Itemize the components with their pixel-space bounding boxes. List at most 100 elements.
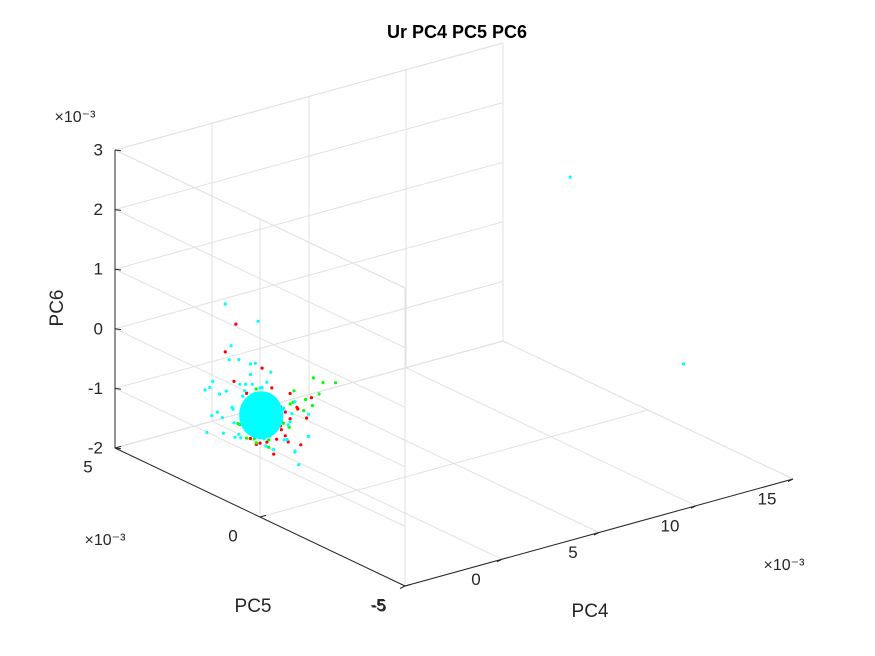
data-point-series-0 <box>245 391 249 395</box>
data-point-series-1 <box>310 404 314 408</box>
side-gridline-z <box>114 268 406 408</box>
data-point-series-2 <box>211 379 215 383</box>
data-point-series-2 <box>290 412 294 416</box>
data-point-series-0 <box>299 443 303 447</box>
y-axis-exponent: ×10⁻³ <box>85 532 127 549</box>
data-point-series-0 <box>283 410 287 414</box>
data-point-series-1 <box>281 421 285 425</box>
data-point-series-1 <box>311 376 315 380</box>
x-tick <box>496 558 503 563</box>
z-tick-label: -1 <box>88 379 103 398</box>
data-point-series-2 <box>231 407 235 411</box>
data-point-series-2 <box>203 388 207 392</box>
data-point-series-2 <box>210 414 214 418</box>
x-tick-label: -5 <box>371 596 386 615</box>
data-point-series-1 <box>321 381 325 385</box>
data-point-series-2 <box>288 420 292 424</box>
data-point-series-0 <box>270 386 274 390</box>
back-gridline-z <box>114 102 504 211</box>
data-point-series-2 <box>272 447 276 452</box>
data-point-series-0 <box>232 379 236 383</box>
data-point-series-1 <box>302 409 306 413</box>
data-point-series-0 <box>279 428 283 432</box>
box-edge <box>502 340 794 480</box>
x-tick-label: 10 <box>661 516 680 535</box>
data-point-series-2 <box>208 385 212 390</box>
data-point-series-2 <box>232 421 236 425</box>
side-gridline-z <box>114 387 406 527</box>
z-tick <box>114 328 122 331</box>
z-tick-label: -2 <box>88 438 103 457</box>
z-tick <box>114 387 122 390</box>
data-point-series-1 <box>334 381 338 385</box>
data-point-series-2 <box>264 444 268 448</box>
x-axis-exponent: ×10⁻³ <box>764 557 806 574</box>
data-point-series-1 <box>267 445 271 449</box>
data-point-series-2 <box>239 436 243 440</box>
back-gridline-z <box>114 280 504 389</box>
z-tick <box>114 268 122 271</box>
z-tick <box>114 209 122 211</box>
x-tick-label: 15 <box>758 489 777 508</box>
z-tick <box>114 149 122 152</box>
grid-lines <box>114 42 794 587</box>
back-gridline-z <box>114 221 504 330</box>
y-tick-label: 5 <box>83 457 92 476</box>
data-point-series-0 <box>305 416 309 420</box>
data-point-series-2 <box>306 434 311 439</box>
back-gridline-z <box>114 161 504 270</box>
data-point-series-0 <box>275 437 279 441</box>
data-point-series-2 <box>220 416 224 420</box>
data-point-series-1 <box>267 438 271 442</box>
data-point-series-2 <box>241 394 245 398</box>
data-point-series-2 <box>681 362 686 366</box>
data-point-series-2 <box>282 438 286 442</box>
data-point-series-2 <box>229 344 233 348</box>
x-tick-label: 0 <box>471 570 480 589</box>
data-point-series-0 <box>272 452 276 456</box>
data-points <box>203 175 686 467</box>
data-point-series-2 <box>250 382 254 386</box>
z-tick-label: 0 <box>94 319 103 338</box>
dense-cluster-core <box>239 391 284 440</box>
data-point-series-2 <box>297 463 301 467</box>
data-point-series-1 <box>245 436 249 440</box>
x-tick <box>399 585 406 589</box>
z-tick-label: 2 <box>94 200 103 219</box>
data-point-series-2 <box>227 358 231 362</box>
z-tick-label: 3 <box>94 140 103 159</box>
data-point-series-2 <box>293 450 297 454</box>
data-point-series-2 <box>244 382 248 386</box>
data-point-series-0 <box>248 436 252 441</box>
data-point-series-2 <box>258 386 262 390</box>
data-point-series-2 <box>306 412 311 416</box>
z-axis-exponent: ×10⁻³ <box>55 109 97 126</box>
data-point-series-2 <box>265 380 269 384</box>
data-point-series-0 <box>260 366 264 370</box>
data-point-series-2 <box>223 302 227 306</box>
data-point-series-2 <box>238 382 242 386</box>
data-point-series-2 <box>293 400 297 404</box>
data-point-series-2 <box>215 410 220 414</box>
data-point-series-2 <box>221 431 225 435</box>
data-point-series-2 <box>269 370 273 374</box>
data-point-series-2 <box>286 423 290 427</box>
z-tick-label: 1 <box>94 260 103 279</box>
z-tick <box>114 447 122 450</box>
floor-gridline-y <box>259 409 649 518</box>
data-point-series-2 <box>237 358 241 362</box>
data-point-series-2 <box>217 392 222 396</box>
data-point-series-0 <box>288 391 292 396</box>
x-tick <box>593 532 600 536</box>
box-edge <box>114 149 406 289</box>
side-gridline-z <box>114 209 406 349</box>
data-point-series-1 <box>288 402 292 406</box>
data-point-series-0 <box>288 417 292 421</box>
box-edge <box>114 42 504 151</box>
x-axis-label: PC4 <box>572 601 609 622</box>
y-tick-label: -5 <box>370 595 385 614</box>
chart-title: Ur PC4 PC5 PC6 <box>387 22 527 42</box>
